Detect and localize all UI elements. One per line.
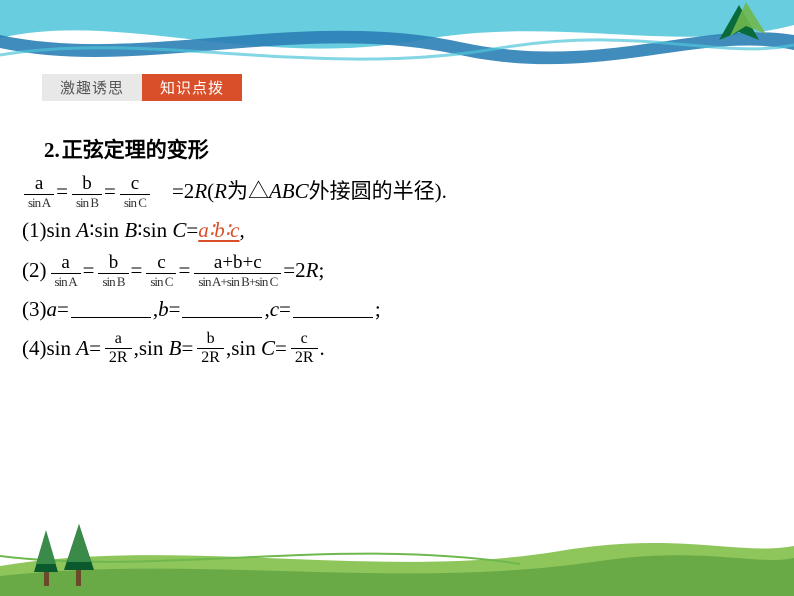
tabs: 激趣诱思 知识点拨 xyxy=(42,74,242,101)
eq-line-2: (2) asin A = bsin B = csin C = a+b+csin … xyxy=(22,252,764,289)
eq-line-3: (3)a= ,b= ,c= ; xyxy=(22,295,764,324)
leaf-icon xyxy=(704,0,774,60)
eq-line-4: (4)sin A= a2R ,sin B= b2R ,sin C= c2R . xyxy=(22,330,764,367)
eq-line-1: (1)sin A∶sin B∶sin C=a∶b∶c, xyxy=(22,216,764,245)
tab-inspire[interactable]: 激趣诱思 xyxy=(42,74,142,101)
content: 2.正弦定理的变形 a sin A = b sin B = c sin C =2… xyxy=(22,136,764,373)
trees-icon xyxy=(26,520,116,590)
section-heading: 2.正弦定理的变形 xyxy=(44,136,764,165)
tab-knowledge[interactable]: 知识点拨 xyxy=(142,74,242,101)
answer-1: a∶b∶c xyxy=(198,218,239,242)
blank-b xyxy=(182,297,262,318)
blank-c xyxy=(293,297,373,318)
heading-text: 正弦定理的变形 xyxy=(62,138,209,162)
blank-a xyxy=(71,297,151,318)
frac-a-sina: a sin A xyxy=(24,173,54,210)
frac-c-sinc: c sin C xyxy=(120,173,150,210)
frac-b-sinb: b sin B xyxy=(72,173,102,210)
heading-number: 2. xyxy=(44,138,60,162)
eq-main: a sin A = b sin B = c sin C =2R(R为△ABC外接… xyxy=(22,173,764,210)
footer-wave xyxy=(0,506,794,596)
